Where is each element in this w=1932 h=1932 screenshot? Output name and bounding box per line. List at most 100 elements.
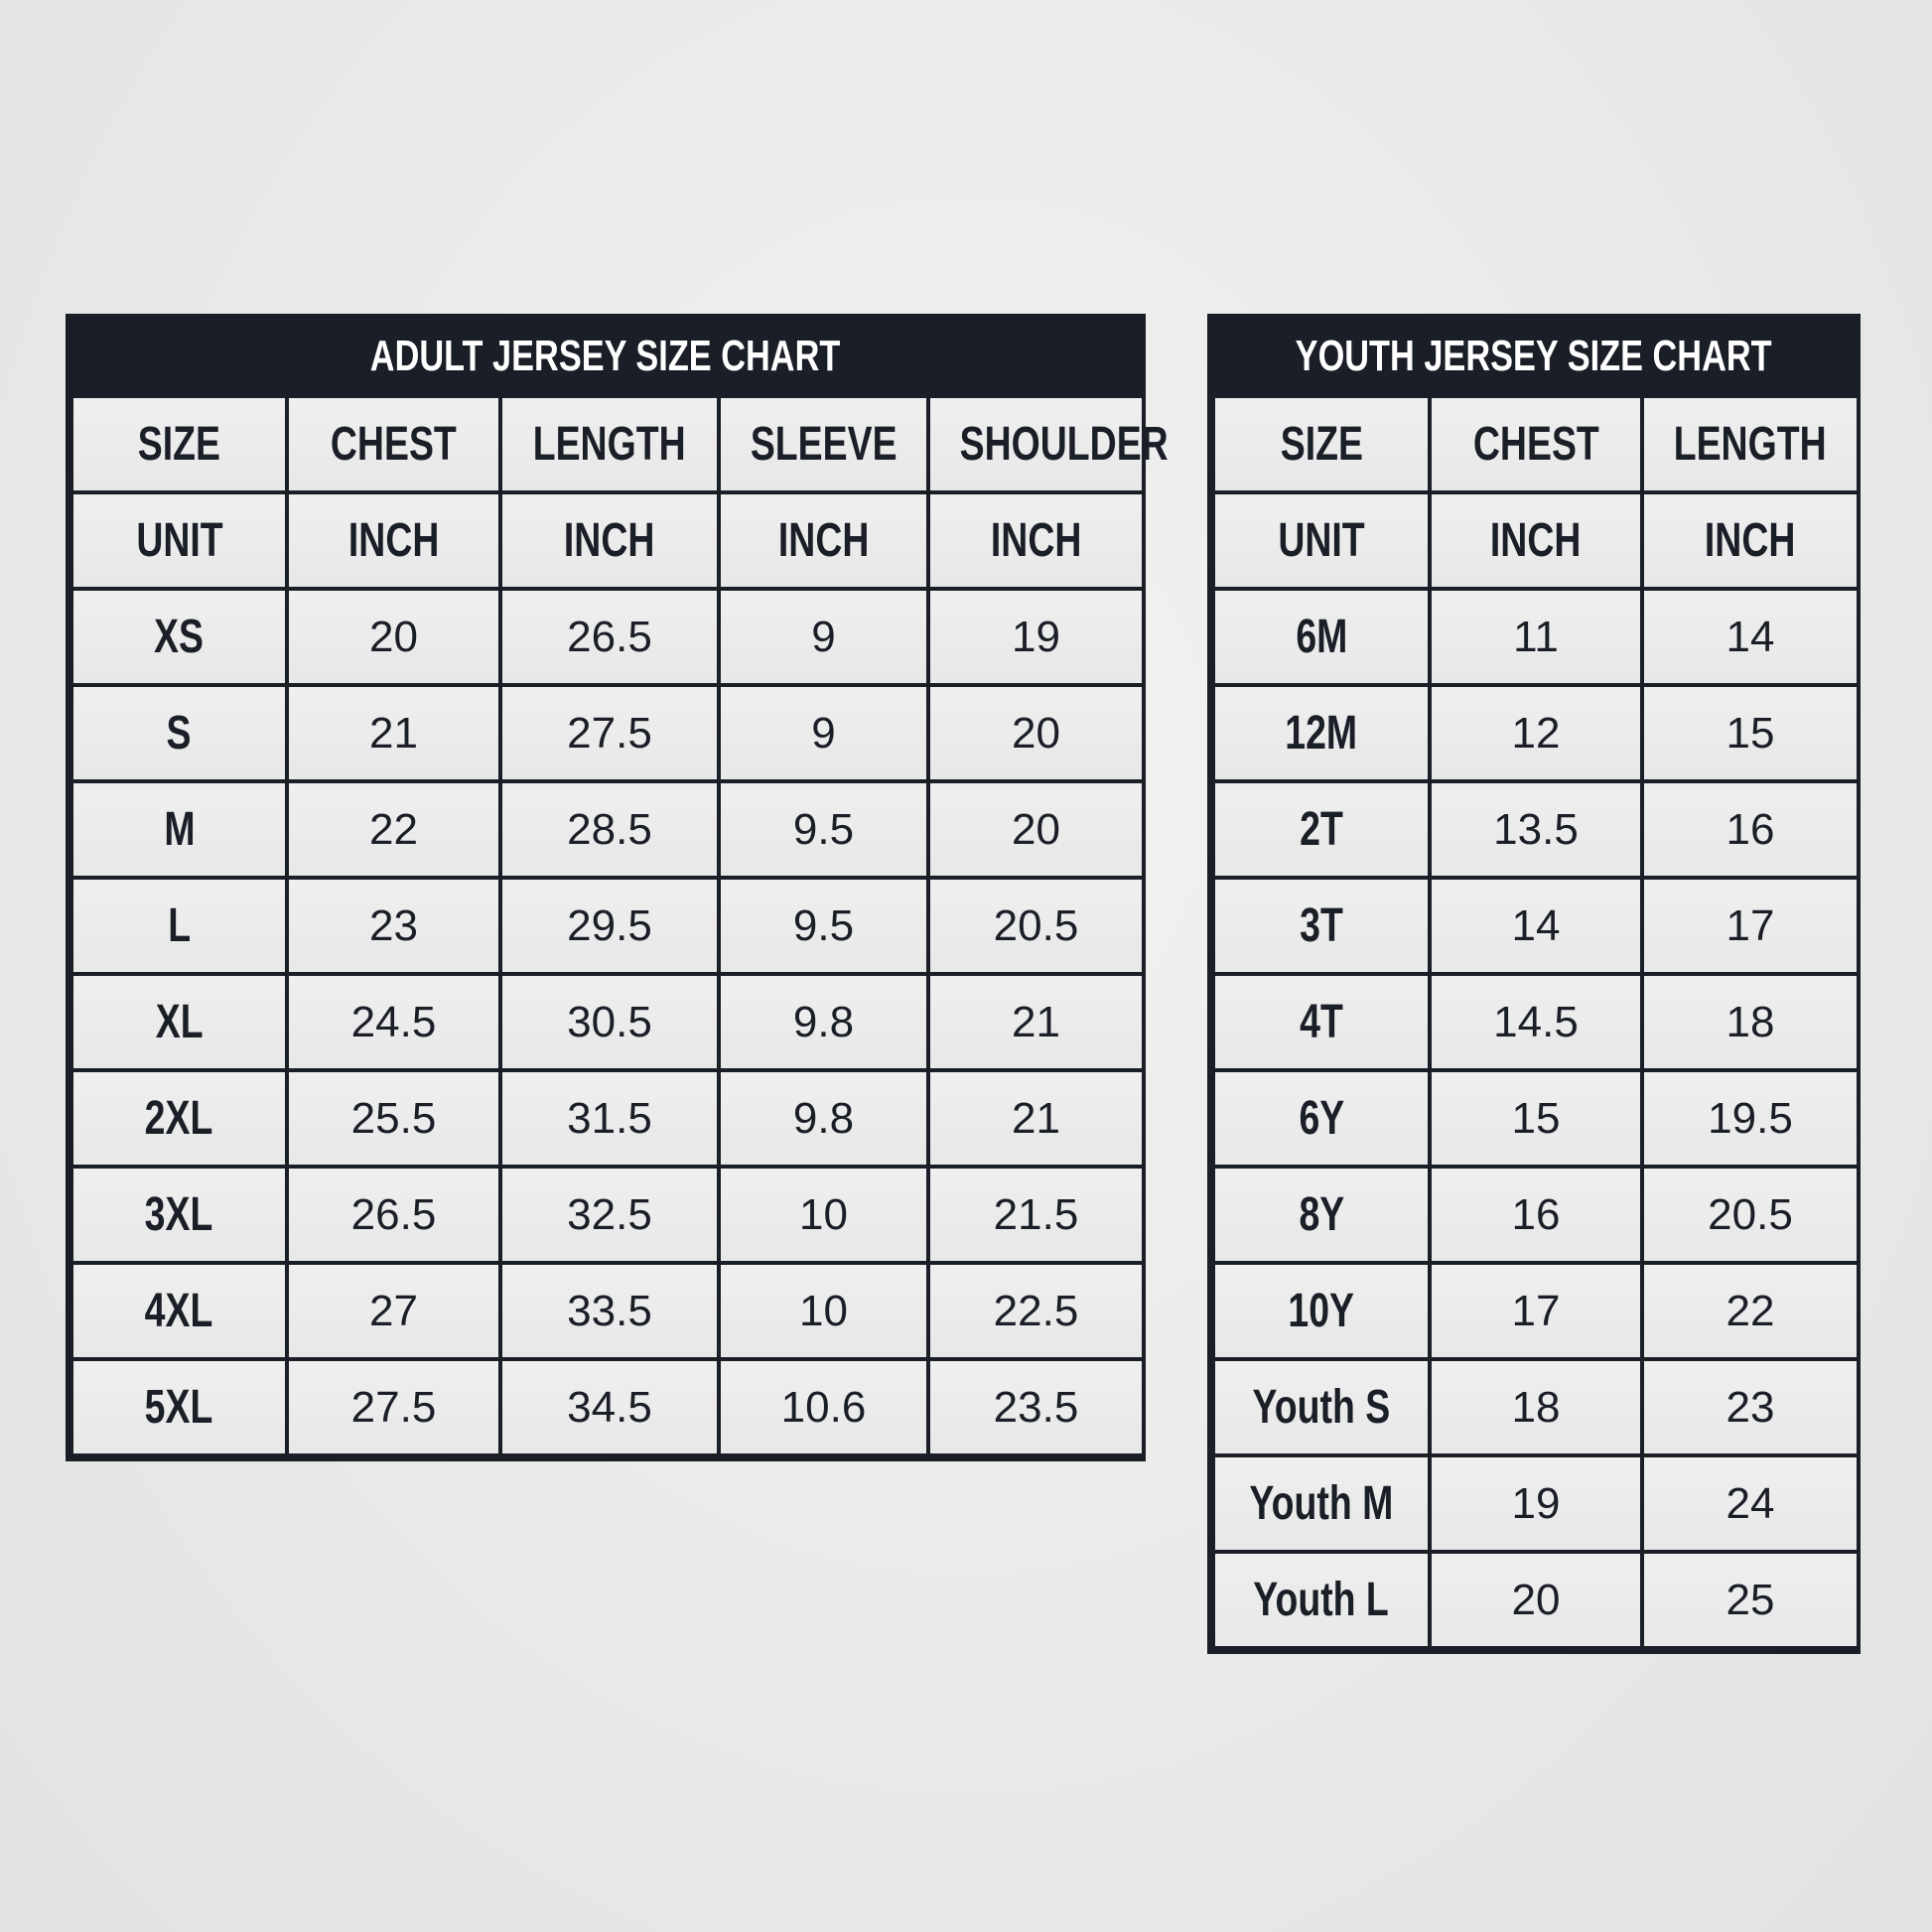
- header-row-cell: LENGTH: [1640, 394, 1861, 494]
- value-cell: 20.5: [926, 876, 1146, 976]
- cell-text: 20: [1012, 804, 1060, 854]
- value-cell: 21: [285, 683, 502, 783]
- cell-text: 11: [1513, 612, 1559, 661]
- unit-row-cell: INCH: [1640, 490, 1861, 591]
- value-cell: 9.8: [717, 1068, 930, 1169]
- size-cell: XL: [69, 972, 289, 1072]
- cell-text: 5XL: [145, 1381, 213, 1434]
- value-cell: 17: [1428, 1261, 1644, 1361]
- cell-text: 15: [1511, 1093, 1561, 1143]
- adult-chart-title: ADULT JERSEY SIZE CHART: [370, 331, 841, 380]
- table-row: 3T 14 17: [1211, 876, 1861, 976]
- cell-text: 2XL: [145, 1092, 213, 1145]
- size-cell: 2T: [1211, 779, 1432, 880]
- table-row: 4T 14.5 18: [1211, 972, 1861, 1072]
- cell-text: 17: [1725, 900, 1775, 950]
- cell-text: LENGTH: [1674, 418, 1827, 471]
- table-row: XS 20 26.5 9 19: [69, 587, 1146, 687]
- table-row: 12M 12 15: [1211, 683, 1861, 783]
- value-cell: 16: [1428, 1165, 1644, 1265]
- cell-text: INCH: [347, 514, 440, 567]
- size-cell: 10Y: [1211, 1261, 1432, 1361]
- value-cell: 14.5: [1428, 972, 1644, 1072]
- value-cell: 13.5: [1428, 779, 1644, 880]
- cell-text: 20.5: [1708, 1189, 1793, 1239]
- cell-text: 13.5: [1493, 804, 1579, 854]
- table-row: 4XL 27 33.5 10 22.5: [69, 1261, 1146, 1361]
- cell-text: 16: [1725, 804, 1775, 854]
- cell-text: 34.5: [567, 1382, 652, 1432]
- table-row: S 21 27.5 9 20: [69, 683, 1146, 783]
- value-cell: 24.5: [285, 972, 502, 1072]
- table-row: 5XL 27.5 34.5 10.6 23.5: [69, 1357, 1146, 1457]
- value-cell: 25.5: [285, 1068, 502, 1169]
- cell-text: 12M: [1285, 707, 1358, 759]
- header-row-cell: CHEST: [1428, 394, 1644, 494]
- value-cell: 9: [717, 683, 930, 783]
- table-row: M 22 28.5 9.5 20: [69, 779, 1146, 880]
- value-cell: 19: [1428, 1453, 1644, 1554]
- cell-text: 19.5: [1708, 1093, 1793, 1143]
- size-cell: 12M: [1211, 683, 1432, 783]
- cell-text: SIZE: [137, 418, 221, 471]
- unit-row-cell: UNIT: [69, 490, 289, 591]
- size-cell: 8Y: [1211, 1165, 1432, 1265]
- cell-text: 8Y: [1299, 1188, 1344, 1241]
- value-cell: 20: [926, 683, 1146, 783]
- value-cell: 15: [1428, 1068, 1644, 1169]
- value-cell: 17: [1640, 876, 1861, 976]
- table-row: L 23 29.5 9.5 20.5: [69, 876, 1146, 976]
- cell-text: 21: [1012, 997, 1060, 1046]
- cell-text: 33.5: [567, 1286, 652, 1335]
- cell-text: 21: [369, 708, 418, 758]
- size-cell: L: [69, 876, 289, 976]
- cell-text: 10: [799, 1189, 848, 1239]
- cell-text: SLEEVE: [750, 418, 897, 471]
- table-row: 3XL 26.5 32.5 10 21.5: [69, 1165, 1146, 1265]
- unit-row-cell: INCH: [717, 490, 930, 591]
- unit-row-cell: INCH: [926, 490, 1146, 591]
- cell-text: 23: [369, 900, 418, 950]
- cell-text: 10.6: [780, 1382, 867, 1432]
- cell-text: 22: [1725, 1286, 1775, 1335]
- cell-text: 24: [1725, 1478, 1775, 1528]
- value-cell: 9.8: [717, 972, 930, 1072]
- cell-text: 9.8: [792, 997, 855, 1046]
- value-cell: 22.5: [926, 1261, 1146, 1361]
- table-row: 2T 13.5 16: [1211, 779, 1861, 880]
- table-row: 8Y 16 20.5: [1211, 1165, 1861, 1265]
- value-cell: 23: [1640, 1357, 1861, 1457]
- size-cell: Youth L: [1211, 1550, 1432, 1650]
- value-cell: 20: [926, 779, 1146, 880]
- cell-text: 27.5: [567, 708, 652, 758]
- cell-text: CHEST: [1472, 418, 1599, 471]
- value-cell: 11: [1428, 587, 1644, 687]
- value-cell: 30.5: [498, 972, 721, 1072]
- value-cell: 9.5: [717, 876, 930, 976]
- value-cell: 29.5: [498, 876, 721, 976]
- cell-text: 26.5: [350, 1189, 437, 1239]
- cell-text: 29.5: [567, 900, 652, 950]
- value-cell: 9.5: [717, 779, 930, 880]
- cell-text: Youth M: [1249, 1477, 1394, 1530]
- table-row: XL 24.5 30.5 9.8 21: [69, 972, 1146, 1072]
- cell-text: L: [168, 899, 191, 952]
- cell-text: XL: [155, 996, 204, 1048]
- size-cell: Youth S: [1211, 1357, 1432, 1457]
- value-cell: 22: [1640, 1261, 1861, 1361]
- cell-text: 10: [799, 1286, 848, 1335]
- cell-text: Youth S: [1252, 1381, 1391, 1434]
- size-cell: 3XL: [69, 1165, 289, 1265]
- cell-text: 19: [1012, 612, 1060, 661]
- value-cell: 34.5: [498, 1357, 721, 1457]
- value-cell: 15: [1640, 683, 1861, 783]
- table-row: 2XL 25.5 31.5 9.8 21: [69, 1068, 1146, 1169]
- cell-text: 23: [1725, 1382, 1775, 1432]
- cell-text: CHEST: [331, 418, 457, 471]
- value-cell: 12: [1428, 683, 1644, 783]
- value-cell: 20: [285, 587, 502, 687]
- size-cell: 6M: [1211, 587, 1432, 687]
- cell-text: 27.5: [350, 1382, 437, 1432]
- value-cell: 10.6: [717, 1357, 930, 1457]
- table-row: Youth M 19 24: [1211, 1453, 1861, 1554]
